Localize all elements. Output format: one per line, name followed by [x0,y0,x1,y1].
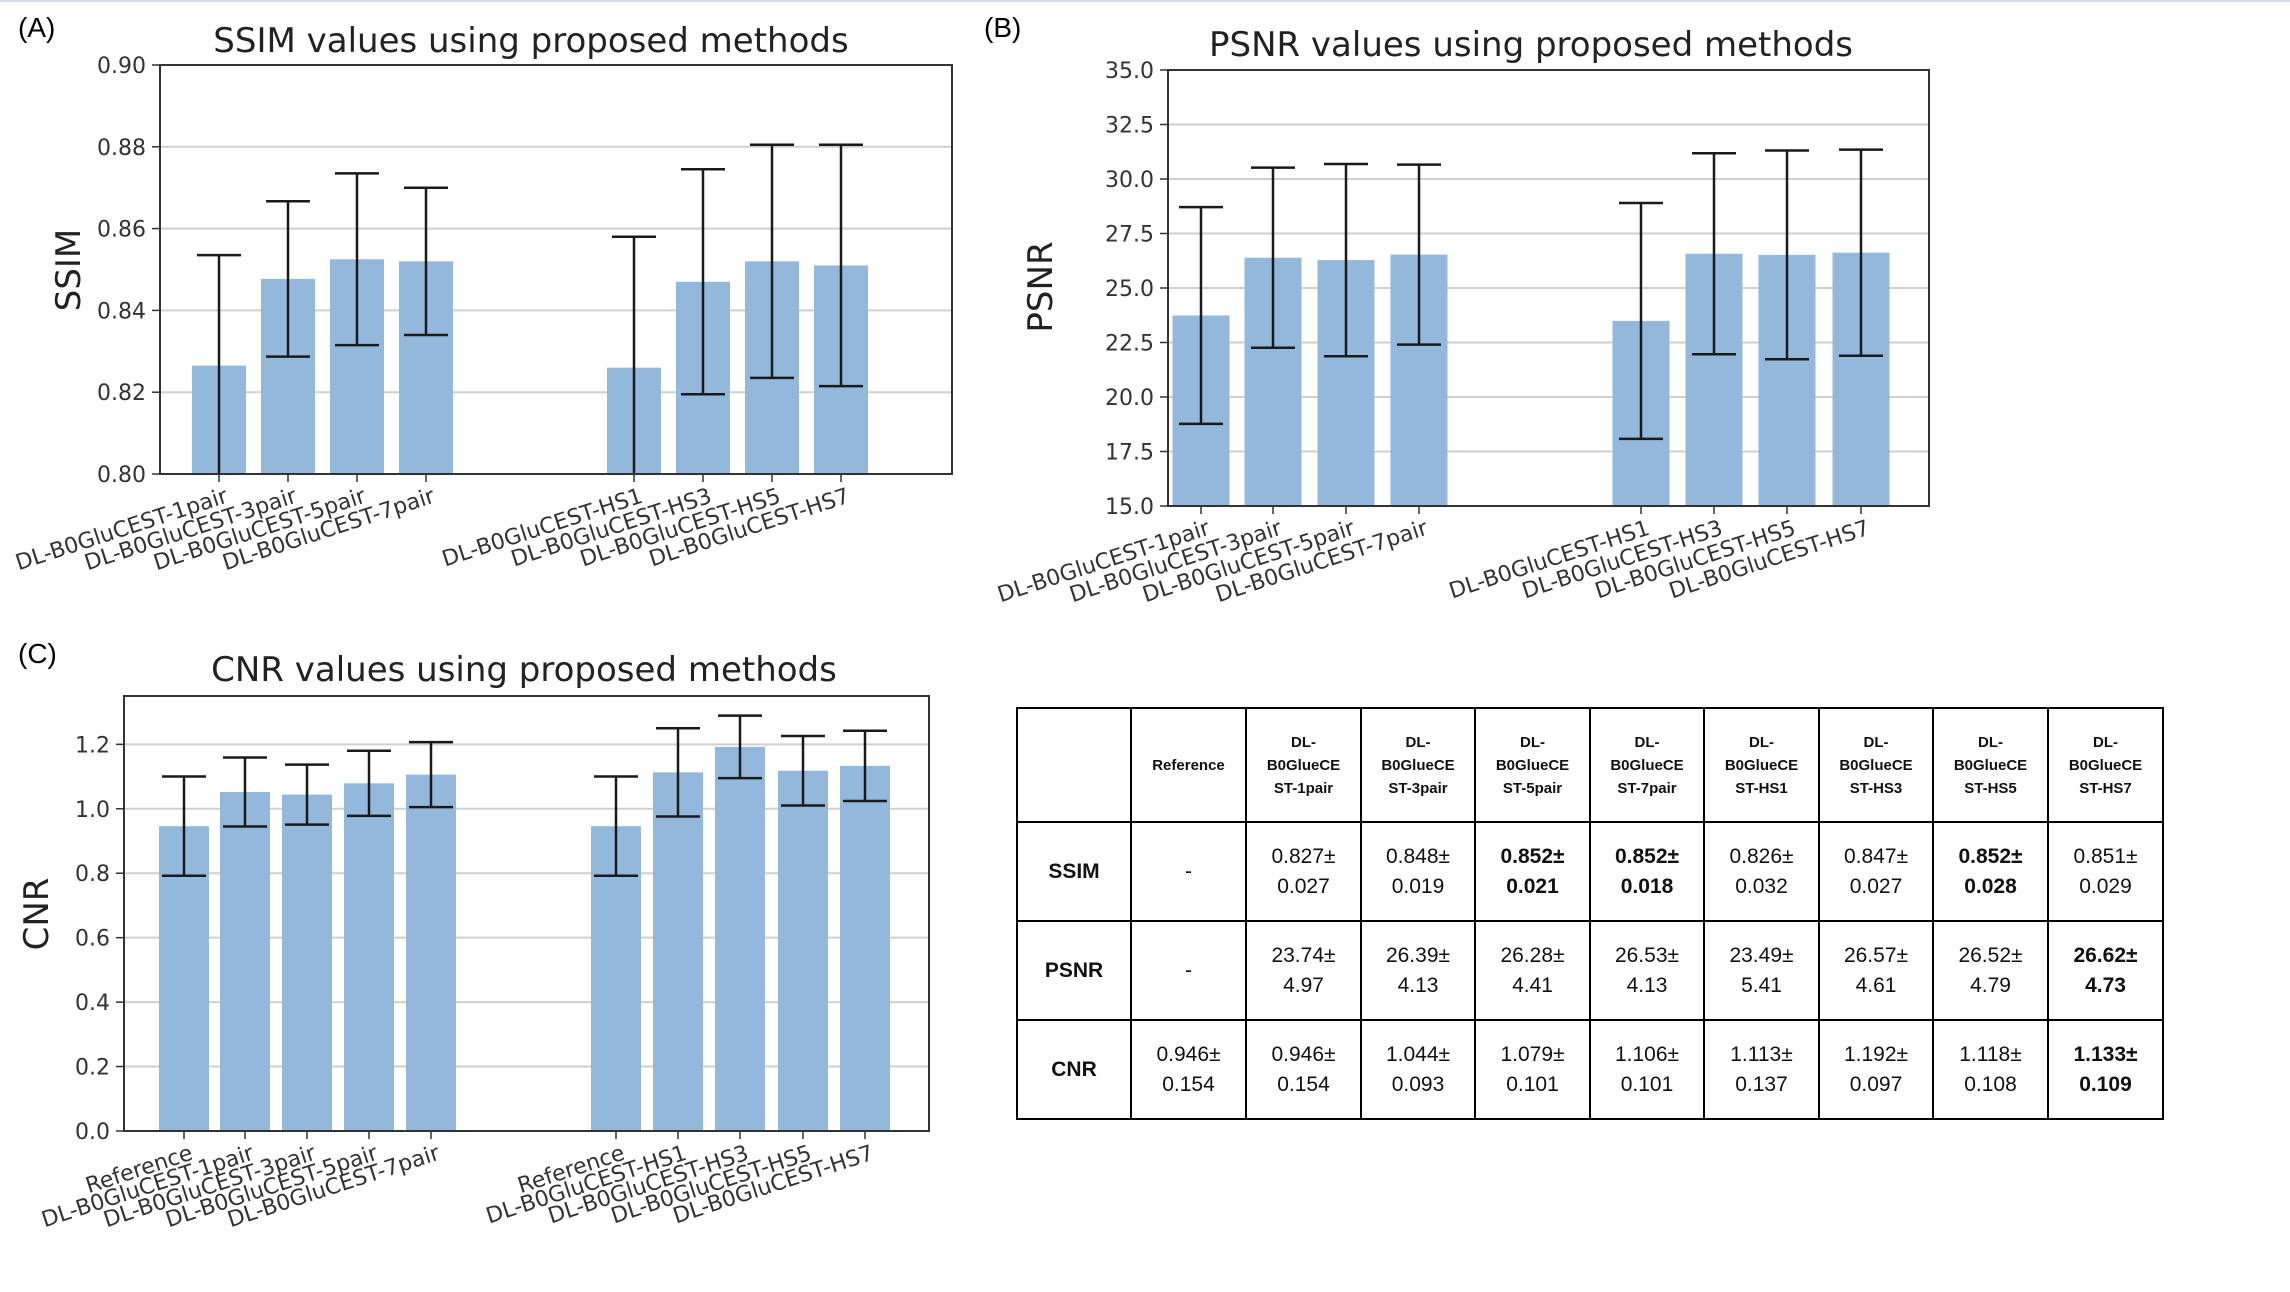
plot-frame [1167,69,1930,507]
table-header-cell: DL- B0GlueCE ST-HS3 [1818,707,1934,823]
bar [220,792,270,1131]
table-row-cnr: CNR 0.946± 0.154 0.946± 0.154 1.044± 0.093 1.07… [1016,1019,2164,1120]
y-tick-label: 30.0 [1105,168,1154,193]
table-cell: - [1130,821,1247,922]
y-tick-label: 0.82 [97,381,146,406]
top-divider [0,0,2290,2]
table-cell: 0.851± 0.029 [2047,821,2164,922]
y-tick-label: 0.4 [75,991,110,1016]
table-row-psnr: PSNR -23.74± 4.97 26.39± 4.13 26.28± 4.41 26.53… [1016,920,2164,1021]
y-tick-label: 0.84 [97,299,146,324]
table-cell: 26.39± 4.13 [1360,920,1476,1021]
y-tick-label: 1.2 [75,733,110,758]
table-cell: 0.848± 0.019 [1360,821,1476,922]
bar [406,774,456,1131]
table-header-cell: DL- B0GlueCE ST-HS5 [1932,707,2049,823]
y-tick-label: 25.0 [1105,277,1154,302]
chart-title: CNR values using proposed methods [211,650,837,690]
table-cell: 26.53± 4.13 [1589,920,1705,1021]
y-tick-label: 0.86 [97,218,146,243]
bar [840,765,890,1131]
table-header-cell: DL- B0GlueCE ST-HS7 [2047,707,2164,823]
y-tick-label: 0.0 [75,1120,110,1145]
table-cell: 26.52± 4.79 [1932,920,2049,1021]
bar [282,794,332,1131]
table-cell: 26.62± 4.73 [2047,920,2164,1021]
y-tick-label: 1.0 [75,798,110,823]
table-cell: 1.192± 0.097 [1818,1019,1934,1120]
y-tick-label: 0.2 [75,1056,110,1081]
y-axis-label: SSIM [49,229,89,312]
y-tick-label: 15.0 [1105,495,1154,520]
y-tick-label: 0.8 [75,862,110,887]
table-row-ssim: SSIM -0.827± 0.027 0.848± 0.019 0.852± 0.021 0.… [1016,821,2164,922]
y-axis-label: CNR [17,878,57,951]
results-table: Reference DL- B0GlueCE ST-1pair DL- B0GlueCE S… [1016,707,2164,1120]
table-cell: 0.946± 0.154 [1245,1019,1362,1120]
table-header-row: Reference DL- B0GlueCE ST-1pair DL- B0GlueCE S… [1016,707,2164,823]
table-cell: 23.49± 5.41 [1703,920,1820,1021]
table-cell: 26.57± 4.61 [1818,920,1934,1021]
bar [778,770,828,1131]
plot-frame [159,64,953,475]
y-tick-label: 27.5 [1105,223,1154,248]
panel-label-a: (A) [18,12,56,43]
table-cell: - [1130,920,1247,1021]
table-cell: 1.079± 0.101 [1474,1019,1591,1120]
table-cell: 1.113± 0.137 [1703,1019,1820,1120]
table-header-cell: DL- B0GlueCE ST-7pair [1589,707,1705,823]
table-row-label: CNR [1016,1019,1132,1120]
table-header-cell [1016,707,1132,823]
y-tick-label: 0.90 [97,54,146,79]
y-tick-label: 32.5 [1105,114,1154,139]
table-cell: 0.852± 0.028 [1932,821,2049,922]
table-cell: 23.74± 4.97 [1245,920,1362,1021]
table-cell: 1.106± 0.101 [1589,1019,1705,1120]
table-header-cell: DL- B0GlueCE ST-3pair [1360,707,1476,823]
table-header-cell: DL- B0GlueCE ST-HS1 [1703,707,1820,823]
bar [715,746,765,1131]
panel-label-c: (C) [18,638,57,669]
table-cell: 0.827± 0.027 [1245,821,1362,922]
chart-title: SSIM values using proposed methods [213,21,848,61]
bar [653,772,703,1131]
table-cell: 1.044± 0.093 [1360,1019,1476,1120]
y-tick-label: 0.80 [97,463,146,488]
y-tick-label: 17.5 [1105,441,1154,466]
y-tick-label: 22.5 [1105,332,1154,357]
y-tick-label: 20.0 [1105,386,1154,411]
y-tick-label: 0.6 [75,927,110,952]
table-header-cell: DL- B0GlueCE ST-1pair [1245,707,1362,823]
chart-title: PSNR values using proposed methods [1209,25,1853,65]
table-row-label: PSNR [1016,920,1132,1021]
table-header-cell: DL- B0GlueCE ST-5pair [1474,707,1591,823]
table-cell: 26.28± 4.41 [1474,920,1591,1021]
plot-frame [123,695,930,1132]
table-cell: 0.852± 0.018 [1589,821,1705,922]
table-cell: 1.118± 0.108 [1932,1019,2049,1120]
y-tick-label: 0.88 [97,136,146,161]
table-cell: 0.826± 0.032 [1703,821,1820,922]
table-cell: 1.133± 0.109 [2047,1019,2164,1120]
table-header-cell: Reference [1130,707,1247,823]
bar [344,783,394,1131]
table-cell: 0.852± 0.021 [1474,821,1591,922]
table-row-label: SSIM [1016,821,1132,922]
panel-label-b: (B) [984,12,1022,43]
table-cell: 0.946± 0.154 [1130,1019,1247,1120]
table-cell: 0.847± 0.027 [1818,821,1934,922]
y-tick-label: 35.0 [1105,59,1154,84]
y-axis-label: PSNR [1021,241,1061,332]
